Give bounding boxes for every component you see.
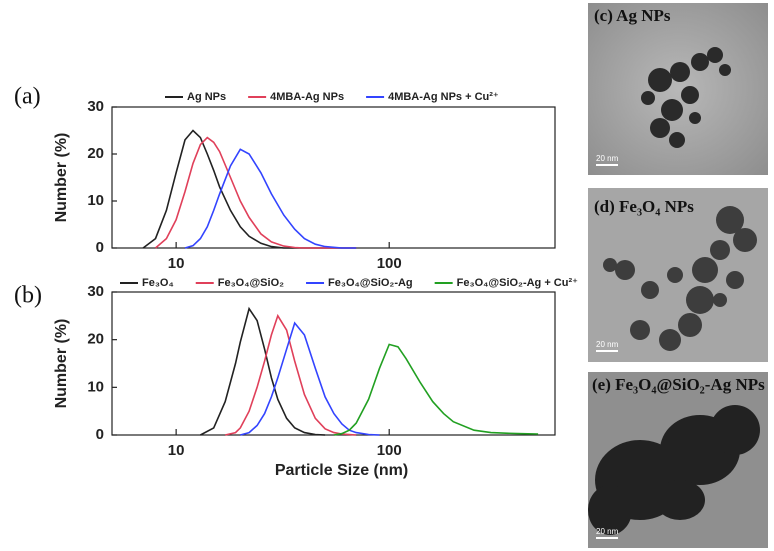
y-tick-label: 20 bbox=[87, 331, 104, 348]
scale-bar-label: 20 nm bbox=[596, 340, 619, 349]
plot-frame bbox=[111, 291, 556, 436]
series-line bbox=[154, 136, 357, 249]
plot-frame bbox=[111, 106, 556, 249]
panel-label: (b) bbox=[14, 283, 42, 309]
x-tick-label: 100 bbox=[377, 255, 402, 272]
y-axis-label: Number (%) bbox=[53, 319, 70, 409]
legend-label: Fe₃O₄@SiO₂ bbox=[218, 277, 284, 289]
image-label: (c) Ag NPs bbox=[594, 6, 671, 25]
x-axis-label: Particle Size (nm) bbox=[275, 462, 408, 479]
image-label: (d) Fe₃O₄ NPs bbox=[594, 197, 694, 216]
legend-label: Ag NPs bbox=[187, 91, 226, 103]
image-label: (e) Fe₃O₄@SiO₂-Ag NPs bbox=[592, 375, 765, 394]
x-tick-label: 10 bbox=[168, 442, 185, 459]
tem-image-d bbox=[588, 188, 768, 362]
series-line bbox=[225, 313, 357, 436]
y-tick-label: 30 bbox=[87, 283, 104, 300]
tem-image-c bbox=[588, 3, 768, 175]
legend-label: Fe₃O₄@SiO₂-Ag bbox=[328, 277, 413, 289]
legend-label: 4MBA-Ag NPs + Cu²⁺ bbox=[388, 91, 499, 103]
legend-label: Fe₃O₄ bbox=[142, 277, 174, 289]
panel-label: (a) bbox=[14, 84, 41, 110]
legend-label: 4MBA-Ag NPs bbox=[270, 91, 344, 103]
y-tick-label: 10 bbox=[87, 378, 104, 395]
series-line bbox=[240, 321, 380, 436]
y-tick-label: 0 bbox=[96, 239, 104, 256]
y-axis-label: Number (%) bbox=[53, 133, 70, 223]
legend-label: Fe₃O₄@SiO₂-Ag + Cu²⁺ bbox=[457, 277, 578, 289]
x-tick-label: 100 bbox=[377, 442, 402, 459]
y-tick-label: 0 bbox=[96, 426, 104, 443]
scale-bar-label: 20 nm bbox=[596, 527, 619, 536]
tem-image-e bbox=[588, 372, 768, 548]
series-line bbox=[184, 148, 357, 249]
y-tick-label: 20 bbox=[87, 145, 104, 162]
series-line bbox=[333, 343, 539, 436]
series-line bbox=[142, 129, 357, 249]
series-line bbox=[200, 306, 326, 436]
x-tick-label: 10 bbox=[168, 255, 185, 272]
y-tick-label: 30 bbox=[87, 98, 104, 115]
scale-bar-label: 20 nm bbox=[596, 154, 619, 163]
y-tick-label: 10 bbox=[87, 192, 104, 209]
